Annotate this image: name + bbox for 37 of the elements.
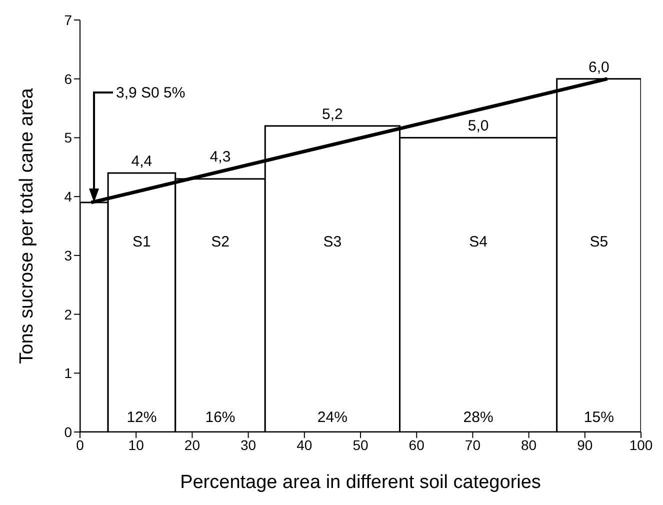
y-axis-title: Tons sucrose per total cane area: [16, 88, 38, 364]
annotation: 3,9 S0 5%: [116, 84, 186, 102]
data-label: 4,3: [210, 148, 231, 166]
annotation: 15%: [584, 409, 614, 426]
x-tick-label: 80: [521, 436, 537, 453]
data-label: 5,2: [322, 106, 343, 123]
y-tick-label: 2: [64, 306, 72, 322]
x-tick-label: 20: [184, 436, 200, 453]
x-tick-label: 90: [577, 436, 593, 453]
y-tick-label: 7: [64, 12, 72, 28]
x-tick-label: 10: [128, 436, 144, 453]
y-tick-label: 3: [64, 247, 72, 264]
x-tick-label: 30: [240, 436, 256, 453]
x-tick-label: 60: [408, 436, 425, 453]
x-tick-label: 0: [76, 436, 84, 453]
x-tick-label: 40: [296, 436, 312, 453]
annotation: S5: [590, 234, 608, 251]
y-tick-label: 0: [64, 424, 72, 440]
x-axis-title: Percentage area in different soil categories: [180, 472, 541, 493]
data-label: 5,0: [468, 118, 489, 135]
annotation: 16%: [205, 409, 236, 426]
annotation: 24%: [317, 409, 348, 426]
annotation: S4: [469, 234, 488, 251]
y-tick-label: 4: [64, 188, 72, 205]
data-label: 4,4: [131, 153, 152, 170]
data-label: 6,0: [588, 58, 610, 76]
annotation: 28%: [463, 409, 494, 426]
annotation: S2: [211, 234, 230, 251]
annotation: 12%: [126, 409, 157, 426]
annotation: S1: [132, 234, 151, 251]
x-tick-label: 70: [464, 436, 481, 453]
y-tick-label: 1: [64, 365, 72, 382]
y-tick-label: 6: [64, 70, 72, 87]
y-tick-label: 5: [64, 130, 72, 146]
annotation: S3: [323, 234, 342, 251]
x-tick-label: 50: [352, 436, 368, 453]
x-tick-label: 100: [629, 436, 653, 453]
